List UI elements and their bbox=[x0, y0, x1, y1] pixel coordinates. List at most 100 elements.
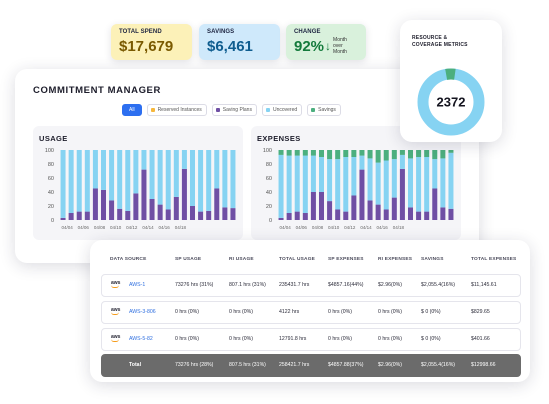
bar-savings[interactable] bbox=[416, 150, 422, 157]
bar-saving-plans[interactable] bbox=[141, 169, 147, 220]
bar-uncovered[interactable] bbox=[181, 150, 187, 169]
data-source-link[interactable]: AWS-1 bbox=[129, 282, 146, 288]
bar-uncovered[interactable] bbox=[92, 150, 98, 189]
bar-savings[interactable] bbox=[343, 150, 349, 157]
bar-uncovered[interactable] bbox=[230, 150, 236, 209]
bar-uncovered[interactable] bbox=[375, 162, 381, 205]
bar-savings[interactable] bbox=[391, 150, 397, 160]
bar-savings[interactable] bbox=[424, 150, 430, 157]
bar-saving-plans[interactable] bbox=[327, 201, 333, 220]
bar-saving-plans[interactable] bbox=[92, 188, 98, 221]
bar-saving-plans[interactable] bbox=[100, 189, 107, 220]
bar-saving-plans[interactable] bbox=[278, 217, 284, 220]
bar-saving-plans[interactable] bbox=[367, 200, 373, 220]
bar-saving-plans[interactable] bbox=[84, 211, 90, 220]
bar-savings[interactable] bbox=[278, 150, 284, 155]
bar-savings[interactable] bbox=[407, 150, 414, 159]
bar-saving-plans[interactable] bbox=[76, 211, 82, 220]
bar-saving-plans[interactable] bbox=[294, 211, 300, 220]
bar-savings[interactable] bbox=[375, 150, 381, 163]
bar-uncovered[interactable] bbox=[351, 157, 357, 196]
bar-saving-plans[interactable] bbox=[399, 168, 405, 220]
bar-saving-plans[interactable] bbox=[407, 207, 414, 220]
bar-uncovered[interactable] bbox=[68, 150, 74, 213]
bar-savings[interactable] bbox=[294, 150, 300, 156]
col-total-usage[interactable]: TOTAL USAGE bbox=[279, 257, 316, 262]
bar-uncovered[interactable] bbox=[173, 150, 179, 197]
data-source-link[interactable]: AWS-5-82 bbox=[129, 336, 153, 342]
bar-saving-plans[interactable] bbox=[351, 195, 357, 221]
bar-uncovered[interactable] bbox=[198, 150, 204, 212]
bar-saving-plans[interactable] bbox=[117, 208, 123, 220]
col-sp-usage[interactable]: SP USAGE bbox=[175, 257, 202, 262]
bar-uncovered[interactable] bbox=[327, 159, 333, 202]
bar-saving-plans[interactable] bbox=[68, 213, 74, 220]
bar-saving-plans[interactable] bbox=[318, 192, 325, 220]
filter-all[interactable]: All bbox=[122, 104, 142, 116]
bar-saving-plans[interactable] bbox=[125, 210, 131, 220]
col-data-source[interactable]: DATA SOURCE bbox=[110, 257, 147, 262]
bar-saving-plans[interactable] bbox=[222, 207, 228, 220]
bar-savings[interactable] bbox=[351, 150, 357, 157]
bar-uncovered[interactable] bbox=[286, 155, 292, 213]
bar-saving-plans[interactable] bbox=[214, 188, 220, 221]
bar-uncovered[interactable] bbox=[407, 158, 414, 208]
bar-saving-plans[interactable] bbox=[343, 211, 349, 220]
bar-saving-plans[interactable] bbox=[424, 211, 430, 220]
bar-uncovered[interactable] bbox=[60, 150, 66, 218]
bar-saving-plans[interactable] bbox=[440, 207, 446, 220]
bar-saving-plans[interactable] bbox=[165, 209, 171, 221]
bar-saving-plans[interactable] bbox=[416, 211, 422, 220]
bar-saving-plans[interactable] bbox=[335, 209, 341, 221]
table-row[interactable]: aws AWS-1 73276 hrs (31%) 807.1 hrs (31%… bbox=[101, 274, 521, 297]
bar-uncovered[interactable] bbox=[133, 150, 139, 194]
col-sp-expenses[interactable]: SP EXPENSES bbox=[328, 257, 364, 262]
bar-savings[interactable] bbox=[440, 150, 446, 159]
bar-savings[interactable] bbox=[448, 150, 454, 153]
filter-savings[interactable]: Savings bbox=[307, 104, 341, 116]
bar-saving-plans[interactable] bbox=[448, 208, 454, 220]
bar-uncovered[interactable] bbox=[214, 150, 220, 189]
bar-uncovered[interactable] bbox=[335, 159, 341, 210]
bar-savings[interactable] bbox=[367, 150, 373, 159]
bar-uncovered[interactable] bbox=[84, 150, 90, 212]
bar-saving-plans[interactable] bbox=[173, 196, 179, 220]
bar-saving-plans[interactable] bbox=[310, 192, 316, 220]
bar-uncovered[interactable] bbox=[424, 157, 430, 212]
bar-savings[interactable] bbox=[399, 150, 405, 155]
bar-saving-plans[interactable] bbox=[206, 210, 212, 220]
bar-savings[interactable] bbox=[432, 150, 438, 160]
bar-uncovered[interactable] bbox=[206, 150, 212, 211]
bar-saving-plans[interactable] bbox=[149, 199, 155, 220]
filter-saving-plans[interactable]: Saving Plans bbox=[211, 104, 257, 116]
bar-savings[interactable] bbox=[310, 150, 316, 156]
bar-savings[interactable] bbox=[286, 150, 292, 156]
bar-uncovered[interactable] bbox=[416, 157, 422, 212]
bar-uncovered[interactable] bbox=[367, 158, 373, 201]
bar-uncovered[interactable] bbox=[294, 155, 300, 212]
bar-saving-plans[interactable] bbox=[383, 209, 389, 221]
bar-saving-plans[interactable] bbox=[359, 169, 365, 220]
bar-uncovered[interactable] bbox=[157, 150, 163, 205]
bar-uncovered[interactable] bbox=[100, 150, 107, 190]
bar-savings[interactable] bbox=[383, 150, 389, 161]
bar-uncovered[interactable] bbox=[165, 150, 171, 210]
bar-savings[interactable] bbox=[302, 150, 308, 156]
bar-saving-plans[interactable] bbox=[60, 217, 66, 220]
table-row[interactable]: aws AWS-5-82 0 hrs (0%) 0 hrs (0%) 12791… bbox=[101, 328, 521, 351]
bar-saving-plans[interactable] bbox=[133, 193, 139, 220]
bar-uncovered[interactable] bbox=[76, 150, 82, 212]
bar-uncovered[interactable] bbox=[310, 155, 316, 192]
bar-uncovered[interactable] bbox=[125, 150, 131, 211]
bar-saving-plans[interactable] bbox=[181, 168, 187, 220]
col-total-expenses[interactable]: TOTAL EXPENSES bbox=[471, 257, 517, 262]
bar-saving-plans[interactable] bbox=[109, 200, 115, 220]
table-row[interactable]: aws AWS-3-806 0 hrs (0%) 0 hrs (0%) 4122… bbox=[101, 301, 521, 324]
bar-saving-plans[interactable] bbox=[432, 188, 438, 221]
col-savings[interactable]: SAVINGS bbox=[421, 257, 444, 262]
bar-uncovered[interactable] bbox=[141, 150, 147, 170]
bar-savings[interactable] bbox=[327, 150, 333, 160]
bar-uncovered[interactable] bbox=[189, 150, 196, 206]
bar-uncovered[interactable] bbox=[222, 150, 228, 208]
bar-savings[interactable] bbox=[359, 150, 365, 156]
